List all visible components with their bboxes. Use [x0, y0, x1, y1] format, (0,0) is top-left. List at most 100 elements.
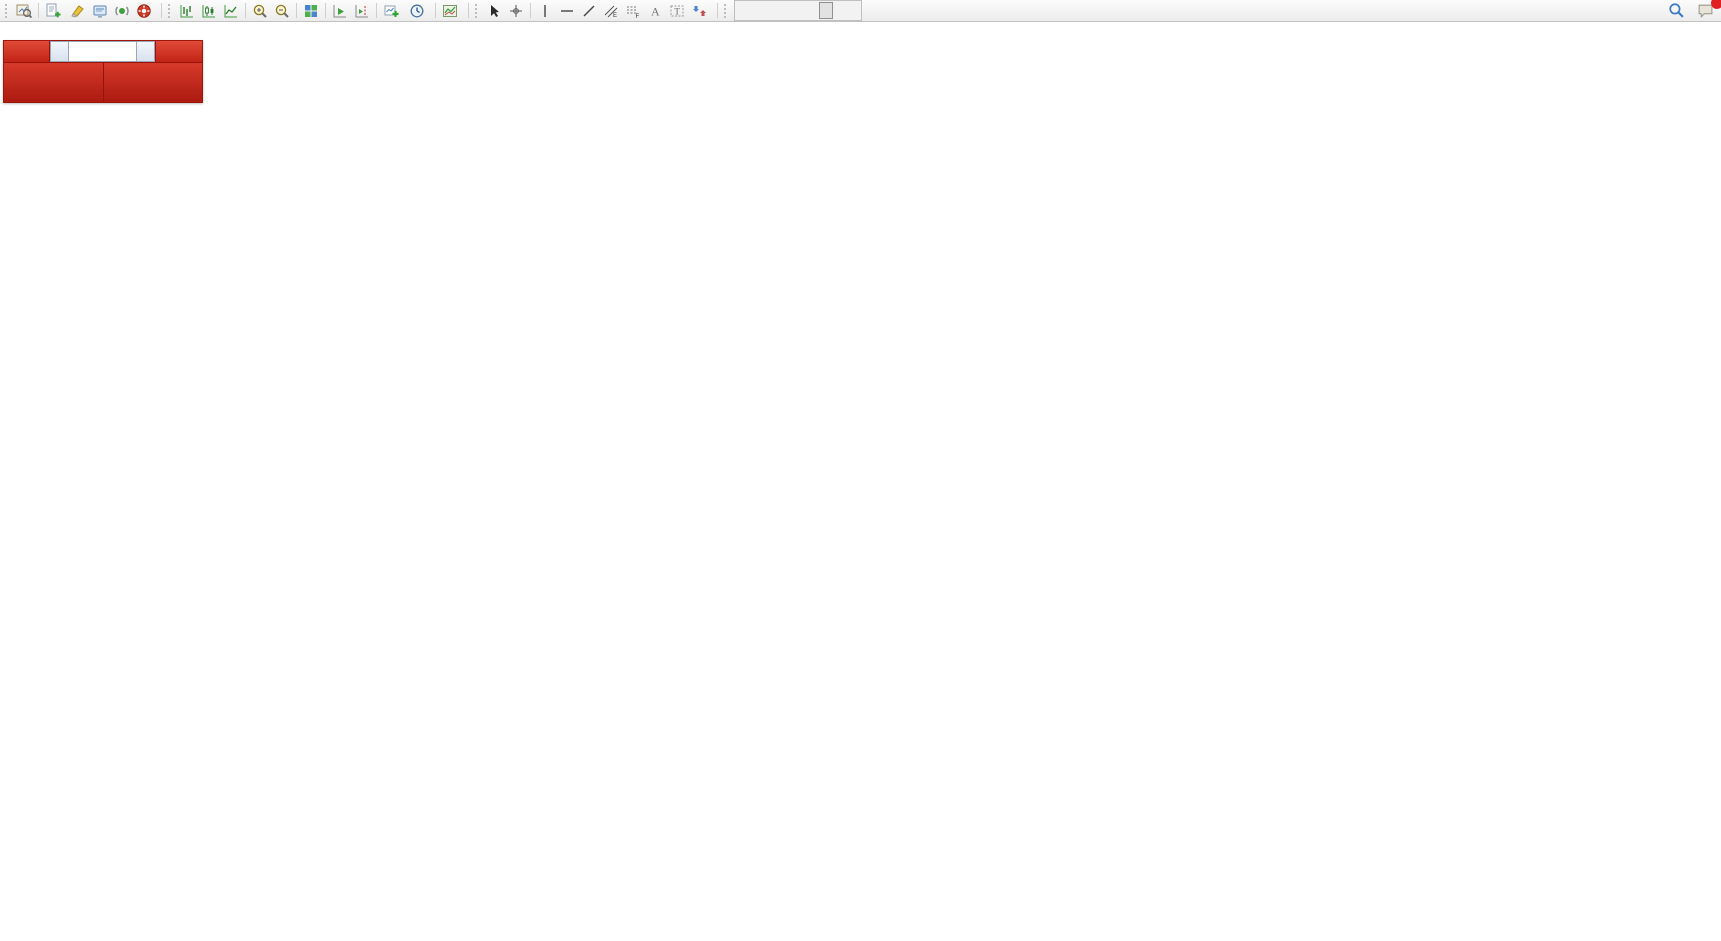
tf-h4-button[interactable] — [805, 2, 819, 19]
macd-header — [3, 582, 8, 594]
new-order-icon — [46, 3, 61, 17]
tf-m5-button[interactable] — [749, 2, 763, 19]
text-label-tool-button[interactable]: T — [666, 1, 688, 21]
sell-price[interactable] — [4, 63, 104, 102]
cursor-icon — [491, 4, 499, 17]
vertical-line-tool-button[interactable] — [534, 1, 556, 21]
toolbar-drag-handle[interactable] — [475, 3, 480, 18]
timeframe-group — [734, 0, 862, 21]
horizontal-line-icon — [561, 9, 573, 12]
market-watch-icon — [16, 4, 32, 18]
toolbar-separator — [376, 3, 377, 18]
fibonacci-tool-button[interactable]: F — [622, 1, 644, 21]
highlighter-icon — [71, 4, 84, 18]
webphone-icon — [115, 6, 129, 15]
tf-h1-button[interactable] — [791, 2, 805, 19]
buy-button[interactable] — [155, 41, 202, 62]
chart-title-line — [5, 25, 14, 37]
svg-text:A: A — [651, 4, 660, 18]
bar-chart-icon — [180, 4, 193, 17]
svg-text:E: E — [613, 13, 617, 19]
equidistant-channel-icon: E — [604, 5, 618, 19]
add-indicator-button[interactable] — [380, 1, 406, 21]
toolbar-separator — [435, 3, 436, 18]
chart-shift-icon — [355, 4, 368, 17]
zoom-in-icon — [253, 4, 267, 18]
metaeditor-icon — [93, 5, 107, 18]
toolbar-drag-handle[interactable] — [5, 3, 10, 18]
line-chart-icon — [224, 4, 237, 17]
new-order-button[interactable] — [42, 1, 67, 21]
horizontal-line-tool-button[interactable] — [556, 1, 578, 21]
vertical-line-icon — [544, 4, 546, 17]
tf-d1-button[interactable] — [819, 2, 833, 19]
market-watch-button[interactable] — [13, 1, 35, 21]
fibonacci-icon: F — [627, 6, 640, 19]
notification-badge — [1711, 0, 1721, 9]
toolbar-separator — [245, 3, 246, 18]
toolbar-drag-handle[interactable] — [724, 3, 729, 18]
tile-windows-button[interactable] — [300, 1, 322, 21]
arrows-tool-button[interactable] — [688, 1, 714, 21]
volume-decrease-button[interactable] — [50, 41, 69, 62]
text-label-icon: T — [670, 5, 684, 16]
candlestick-icon — [202, 4, 215, 17]
toolbar: E F A T — [0, 0, 1721, 22]
svg-text:F: F — [636, 14, 640, 19]
tf-m30-button[interactable] — [777, 2, 791, 19]
periods-button[interactable] — [406, 1, 432, 21]
sell-button[interactable] — [4, 41, 50, 62]
webphone-button[interactable] — [111, 1, 133, 21]
tf-w1-button[interactable] — [833, 2, 847, 19]
svg-text:T: T — [674, 6, 680, 16]
notifications-button[interactable] — [1694, 0, 1721, 21]
crosshair-tool-button[interactable] — [505, 1, 527, 21]
zoom-in-button[interactable] — [249, 1, 271, 21]
clock-icon — [410, 4, 424, 17]
tile-windows-icon — [305, 4, 317, 17]
toolbar-drag-handle[interactable] — [168, 3, 173, 18]
autotrading-icon — [137, 3, 151, 18]
tf-mn-button[interactable] — [847, 2, 861, 19]
crosshair-icon — [510, 4, 522, 17]
toolbar-separator — [161, 3, 162, 18]
bar-chart-mode-button[interactable] — [176, 1, 198, 21]
autotrading-button[interactable] — [133, 1, 158, 21]
search-icon — [1669, 3, 1684, 18]
equidistant-channel-tool-button[interactable]: E — [600, 1, 622, 21]
toolbar-separator — [468, 3, 469, 18]
rsi-header — [3, 752, 8, 764]
toolbar-separator — [530, 3, 531, 18]
tf-m1-button[interactable] — [735, 2, 749, 19]
styler-button[interactable] — [67, 1, 89, 21]
toolbar-separator — [717, 3, 718, 18]
candlestick-mode-button[interactable] — [198, 1, 220, 21]
line-chart-mode-button[interactable] — [220, 1, 242, 21]
text-icon: A — [651, 4, 660, 18]
toolbar-separator — [296, 3, 297, 18]
volume-input[interactable] — [69, 41, 136, 62]
tf-m15-button[interactable] — [763, 2, 777, 19]
toolbar-separator — [38, 3, 39, 18]
templates-button[interactable] — [439, 1, 465, 21]
one-click-trade-panel — [3, 40, 203, 103]
cursor-tool-button[interactable] — [483, 1, 505, 21]
auto-scroll-icon — [333, 4, 346, 17]
metaeditor-button[interactable] — [89, 1, 111, 21]
zoom-out-button[interactable] — [271, 1, 293, 21]
volume-increase-button[interactable] — [136, 41, 155, 62]
shapes-icon — [693, 5, 706, 16]
buy-price[interactable] — [103, 63, 202, 102]
add-indicator-icon — [384, 5, 399, 17]
chart-shift-button[interactable] — [351, 1, 373, 21]
trendline-tool-button[interactable] — [578, 1, 600, 21]
zoom-out-icon — [275, 4, 289, 18]
search-button[interactable] — [1665, 1, 1688, 21]
toolbar-separator — [325, 3, 326, 18]
auto-scroll-button[interactable] — [329, 1, 351, 21]
trendline-icon — [583, 5, 595, 16]
text-tool-button[interactable]: A — [644, 1, 666, 21]
template-icon — [443, 4, 457, 17]
